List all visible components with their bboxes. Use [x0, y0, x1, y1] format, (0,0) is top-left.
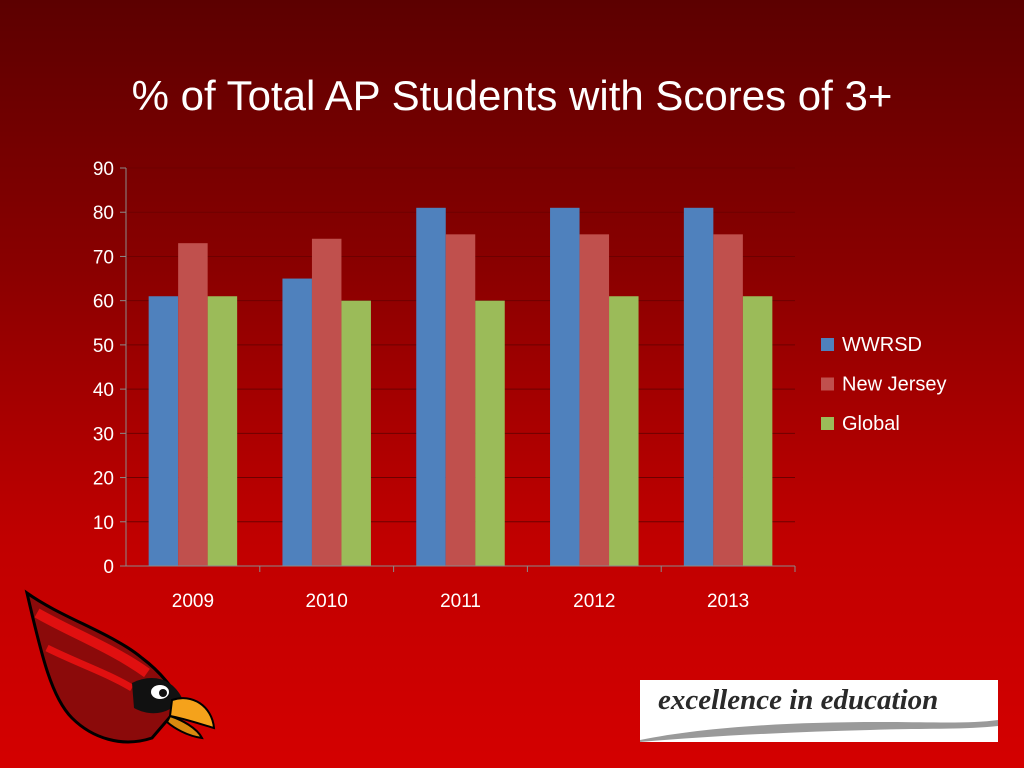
y-tick-label: 0: [103, 557, 114, 578]
legend-label: Global: [842, 413, 900, 435]
x-tick-label: 2013: [707, 591, 749, 612]
bar-wwrsd-2013: [683, 207, 714, 567]
bar-wwrsd-2009: [148, 296, 179, 566]
legend-label: WWRSD: [842, 334, 922, 356]
bar-chart: 0 10 20 30 40 50 60 70 80 90 2009 2010 2011 2012 2013…: [93, 159, 946, 612]
chart-legend: WWRSD New Jersey Global: [821, 334, 946, 435]
bar-global-2010: [341, 300, 371, 566]
y-tick-label: 10: [93, 513, 114, 534]
x-tick-label: 2010: [306, 591, 348, 612]
bar-new-jersey-2013: [713, 234, 743, 567]
excellence-in-education-logo: excellence in education: [640, 680, 998, 742]
y-tick-label: 30: [93, 424, 114, 445]
bar-new-jersey-2010: [311, 238, 342, 566]
x-axis-tick-labels: 2009 2010 2011 2012 2013: [172, 591, 749, 612]
bar-global-2012: [609, 296, 639, 566]
x-tick-label: 2009: [172, 591, 214, 612]
y-tick-label: 80: [93, 203, 114, 224]
bar-new-jersey-2009: [178, 243, 208, 566]
legend-swatch-global: [821, 417, 834, 430]
bar-wwrsd-2012: [550, 207, 580, 567]
bar-new-jersey-2012: [579, 234, 610, 567]
chart-bars: [148, 207, 773, 567]
legend-swatch-new-jersey: [821, 377, 834, 391]
y-tick-label: 70: [93, 247, 114, 268]
y-tick-label: 90: [93, 159, 114, 180]
logo-text: excellence in education: [658, 684, 939, 716]
bar-global-2009: [207, 296, 238, 566]
y-tick-label: 60: [93, 292, 114, 313]
x-tick-label: 2012: [573, 591, 615, 612]
y-axis-tick-labels: 0 10 20 30 40 50 60 70 80 90: [93, 159, 114, 578]
chart-axes: [120, 167, 796, 572]
bar-global-2011: [475, 300, 505, 566]
cardinal-mascot-icon: [24, 589, 216, 744]
logo-swoosh: [640, 720, 998, 742]
legend-label: New Jersey: [842, 374, 946, 396]
bar-wwrsd-2011: [416, 207, 446, 567]
legend-swatch-wwrsd: [821, 338, 834, 351]
y-tick-label: 20: [93, 469, 114, 490]
y-tick-label: 50: [93, 336, 114, 357]
bar-wwrsd-2010: [282, 278, 312, 566]
bar-new-jersey-2011: [445, 234, 476, 567]
slide-title: % of Total AP Students with Scores of 3+: [131, 72, 893, 119]
y-tick-label: 40: [93, 380, 114, 401]
x-tick-label: 2011: [440, 591, 481, 612]
bar-global-2013: [742, 296, 773, 566]
